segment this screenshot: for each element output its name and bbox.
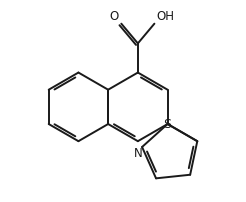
Text: N: N	[134, 147, 142, 160]
Text: O: O	[110, 10, 119, 23]
Text: S: S	[164, 118, 171, 130]
Text: OH: OH	[156, 10, 174, 23]
